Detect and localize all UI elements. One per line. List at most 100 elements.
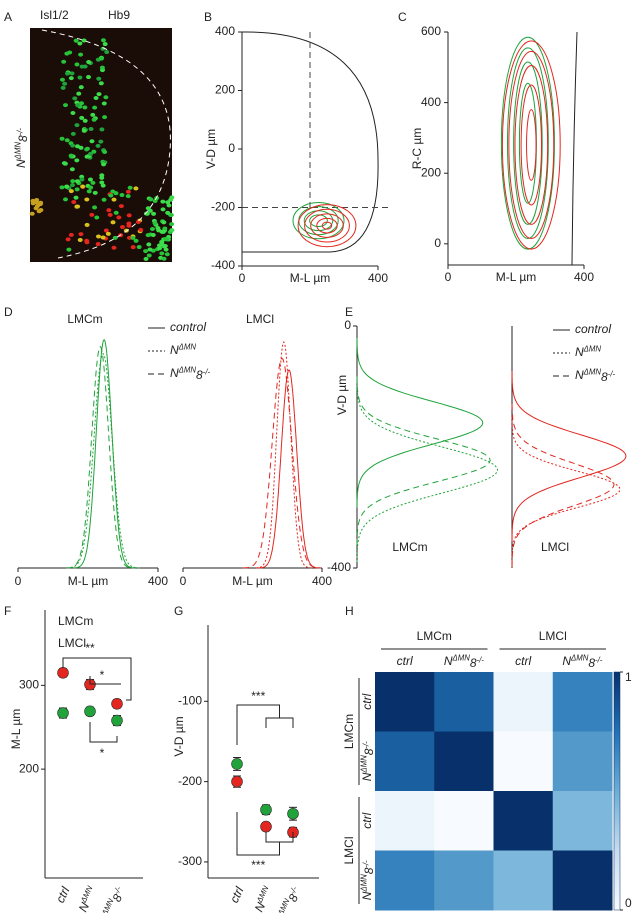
cell: [79, 177, 85, 182]
y-tick-label: 200: [215, 83, 235, 97]
cell: [133, 238, 139, 243]
cell: [98, 56, 104, 61]
cell: [62, 103, 68, 108]
cell: [143, 256, 149, 261]
cell: [33, 206, 39, 211]
heatmap-cell: [552, 791, 613, 851]
cell: [113, 210, 119, 215]
cell: [29, 211, 35, 216]
x-tick-label: NΔMN: [75, 884, 99, 913]
cell: [59, 185, 65, 190]
cell: [36, 209, 42, 214]
label-part: ΔMN: [178, 366, 197, 375]
heatmap-cell: [375, 731, 435, 792]
row-label: NΔMN8-/-: [360, 860, 377, 900]
label-part: 8: [470, 656, 477, 670]
cell: [79, 101, 85, 106]
significance-bracket: [236, 812, 280, 856]
density-curve: [73, 338, 135, 569]
cell: [59, 136, 65, 141]
column-label: NΔMN8-/-: [562, 654, 602, 671]
cell: [101, 197, 107, 202]
label-part: ΔMN: [570, 654, 589, 663]
panel-letter: G: [174, 604, 183, 618]
panel-letter: F: [4, 604, 11, 618]
cell: [133, 186, 139, 191]
label-part: 8: [196, 368, 203, 382]
cell: [92, 190, 98, 195]
cord-outline: [571, 31, 578, 266]
significance-bracket: [89, 722, 118, 743]
cell: [96, 92, 102, 97]
contour: [507, 47, 549, 240]
cell: [84, 240, 90, 245]
contour: [500, 36, 555, 250]
x-axis-label: M-L µm: [496, 270, 536, 284]
cell: [59, 77, 65, 82]
label-part: -/-: [361, 741, 370, 749]
heatmap-cell: [493, 850, 554, 911]
legend-label: NΔMN: [170, 343, 196, 358]
legend-label: LMCl: [58, 636, 86, 650]
cell: [160, 199, 166, 204]
cell: [160, 207, 166, 212]
cell: [87, 177, 93, 182]
significance-bracket: [62, 657, 132, 701]
cell: [161, 244, 167, 249]
label-part: N: [170, 366, 179, 380]
cell: [68, 153, 74, 158]
heatmap-cell: [434, 731, 494, 792]
cell: [73, 38, 79, 43]
cell: [157, 246, 163, 251]
cell: [74, 179, 80, 184]
cell: [64, 184, 70, 189]
stain-label: Hb9: [108, 8, 130, 22]
cell: [147, 208, 153, 213]
x-tick-label: NΔMN: [251, 884, 275, 913]
y-tick-label: -300: [178, 854, 202, 868]
cell: [81, 38, 87, 43]
cell: [78, 145, 84, 150]
cell: [74, 187, 80, 192]
cell: [96, 76, 102, 81]
cell: [138, 227, 144, 232]
contour: [304, 208, 350, 243]
cell: [69, 167, 75, 172]
label-part: ctrl: [227, 884, 247, 905]
cell: [146, 242, 152, 247]
significance-bracket: [89, 676, 121, 685]
cell: [96, 234, 102, 239]
cell: [102, 149, 108, 154]
legend-label: NΔMN: [575, 345, 601, 360]
y-tick-label: 0: [228, 141, 235, 155]
cell: [126, 223, 132, 228]
label-part: 8: [362, 867, 376, 874]
cell: [86, 60, 92, 65]
cell: [99, 127, 105, 132]
cell: [125, 189, 131, 194]
cell: [80, 184, 86, 189]
panel-letter: D: [4, 305, 13, 319]
cell: [163, 236, 169, 241]
cell: [119, 225, 125, 230]
data-point: [231, 758, 243, 770]
group-label: LMCl: [539, 629, 567, 643]
cell: [70, 143, 76, 148]
data-point: [260, 820, 272, 833]
y-tick-label: -200: [178, 774, 202, 788]
cell: [86, 189, 92, 194]
data-point: [111, 714, 123, 727]
legend-label: LMCm: [58, 614, 93, 628]
cell: [93, 95, 99, 100]
cell: [82, 105, 88, 110]
cell: [81, 128, 87, 133]
group-label: LMCl: [342, 836, 356, 864]
cell: [136, 245, 142, 250]
x-tick-label: 0: [239, 271, 246, 285]
x-tick-label: 0: [445, 270, 452, 284]
cell: [164, 252, 170, 257]
heatmap-cell: [493, 672, 554, 732]
cell: [112, 235, 118, 240]
group-title: LMCl: [541, 540, 569, 554]
contour: [501, 40, 561, 250]
